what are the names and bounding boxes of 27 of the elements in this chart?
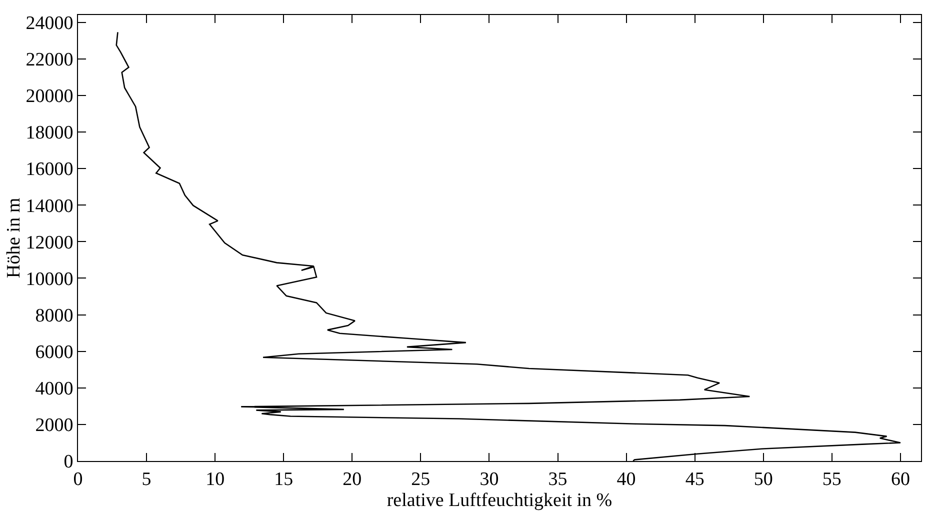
x-tick-label: 40 bbox=[616, 468, 636, 490]
y-tick-label: 10000 bbox=[26, 268, 74, 290]
y-tick-label: 16000 bbox=[26, 159, 74, 180]
y-tick-label: 0 bbox=[64, 452, 74, 473]
x-tick-label: 10 bbox=[206, 468, 225, 490]
y-tick-label: 22000 bbox=[26, 50, 74, 71]
x-tick-label: 55 bbox=[822, 468, 842, 490]
x-tick-label: 60 bbox=[890, 468, 910, 490]
y-tick-label: 6000 bbox=[35, 342, 74, 363]
y-tick-label: 20000 bbox=[26, 86, 74, 108]
y-axis-title: Höhe in m bbox=[4, 198, 25, 278]
x-tick-label: 35 bbox=[548, 468, 568, 490]
x-tick-label: 15 bbox=[274, 468, 294, 490]
y-tick-label: 12000 bbox=[26, 232, 74, 254]
y-tick-label: 8000 bbox=[35, 305, 74, 326]
x-tick-label: 45 bbox=[685, 468, 704, 490]
x-tick-label: 25 bbox=[411, 468, 430, 490]
y-tick-label: 2000 bbox=[35, 415, 74, 436]
x-tick-label: 30 bbox=[480, 468, 499, 490]
y-tick-label: 4000 bbox=[35, 378, 74, 400]
x-axis-title: relative Luftfeuchtigkeit in % bbox=[386, 490, 612, 511]
y-tick-label: 14000 bbox=[26, 196, 74, 217]
y-tick-label: 24000 bbox=[26, 12, 74, 34]
x-tick-label: 50 bbox=[754, 468, 773, 490]
x-tick-label: 5 bbox=[142, 468, 152, 490]
y-tick-label: 18000 bbox=[26, 122, 74, 144]
x-tick-label: 20 bbox=[342, 468, 362, 490]
